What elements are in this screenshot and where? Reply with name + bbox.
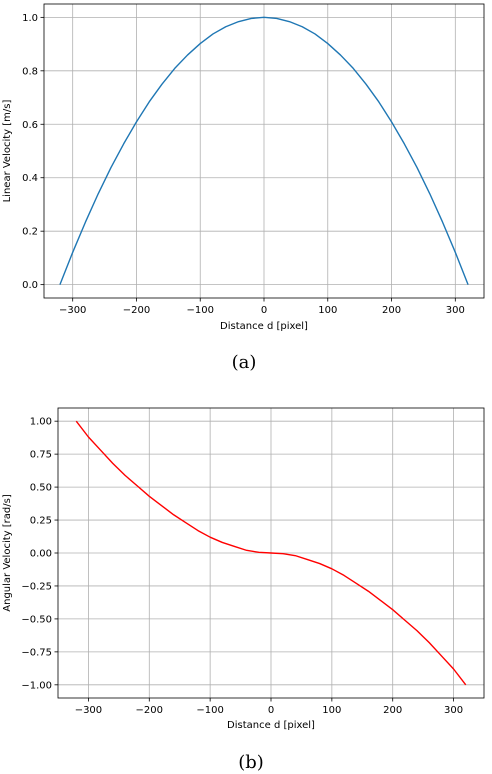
y-tick-label: −1.00 [21, 680, 52, 691]
y-tick-label: 0.50 [30, 483, 52, 494]
chart-b-angular-velocity: −300 −200 −100 0 100 200 300 −1.00 −0.75 −0.50 −0.… [2, 407, 485, 773]
y-tick-label: 0.6 [22, 120, 38, 131]
x-tick-label: 200 [382, 305, 401, 316]
y-tick-label: 1.00 [30, 417, 52, 428]
y-tick-label: 0.75 [30, 450, 52, 461]
x-tick-label: −300 [75, 705, 102, 716]
y-tick-label: 0.4 [22, 173, 38, 184]
y-axis-label: Linear Velocity [m/s] [2, 100, 13, 203]
series-line [59, 16, 469, 285]
x-axis-label: Distance d [pixel] [220, 321, 308, 332]
series-line [75, 420, 467, 686]
y-tick-label: 0.25 [30, 516, 52, 527]
y-tick-label: −0.50 [21, 614, 52, 625]
x-tick-label: 300 [446, 305, 465, 316]
x-tick-label: 100 [318, 305, 337, 316]
y-tick-label: −0.25 [21, 581, 52, 592]
y-tick-label: 0.0 [22, 280, 38, 291]
x-tick-label: −200 [123, 305, 150, 316]
x-tick-label: −200 [136, 705, 163, 716]
x-tick-label: −100 [196, 705, 223, 716]
x-axis-label: Distance d [pixel] [227, 720, 315, 731]
x-tick-label: 100 [322, 705, 341, 716]
x-tick-label: 300 [444, 705, 463, 716]
y-tick-label: 1.0 [22, 13, 38, 24]
y-tick-label: 0.00 [30, 549, 52, 560]
x-tick-label: −300 [59, 305, 86, 316]
x-tick-label: 0 [268, 705, 274, 716]
x-tick-label: −100 [186, 305, 213, 316]
figure-caption: (a) [232, 352, 257, 373]
y-tick-label: −0.75 [21, 647, 52, 658]
y-axis-label: Angular Velocity [rad/s] [2, 494, 13, 612]
y-tick-label: 0.2 [22, 227, 38, 238]
figure-caption: (b) [238, 752, 264, 773]
x-tick-label: 0 [261, 305, 267, 316]
x-tick-label: 200 [383, 705, 402, 716]
chart-a-linear-velocity: −300 −200 −100 0 100 200 300 0.0 0.2 0.4 0.6 0.8 1.0… [2, 3, 485, 373]
y-tick-label: 0.8 [22, 66, 38, 77]
